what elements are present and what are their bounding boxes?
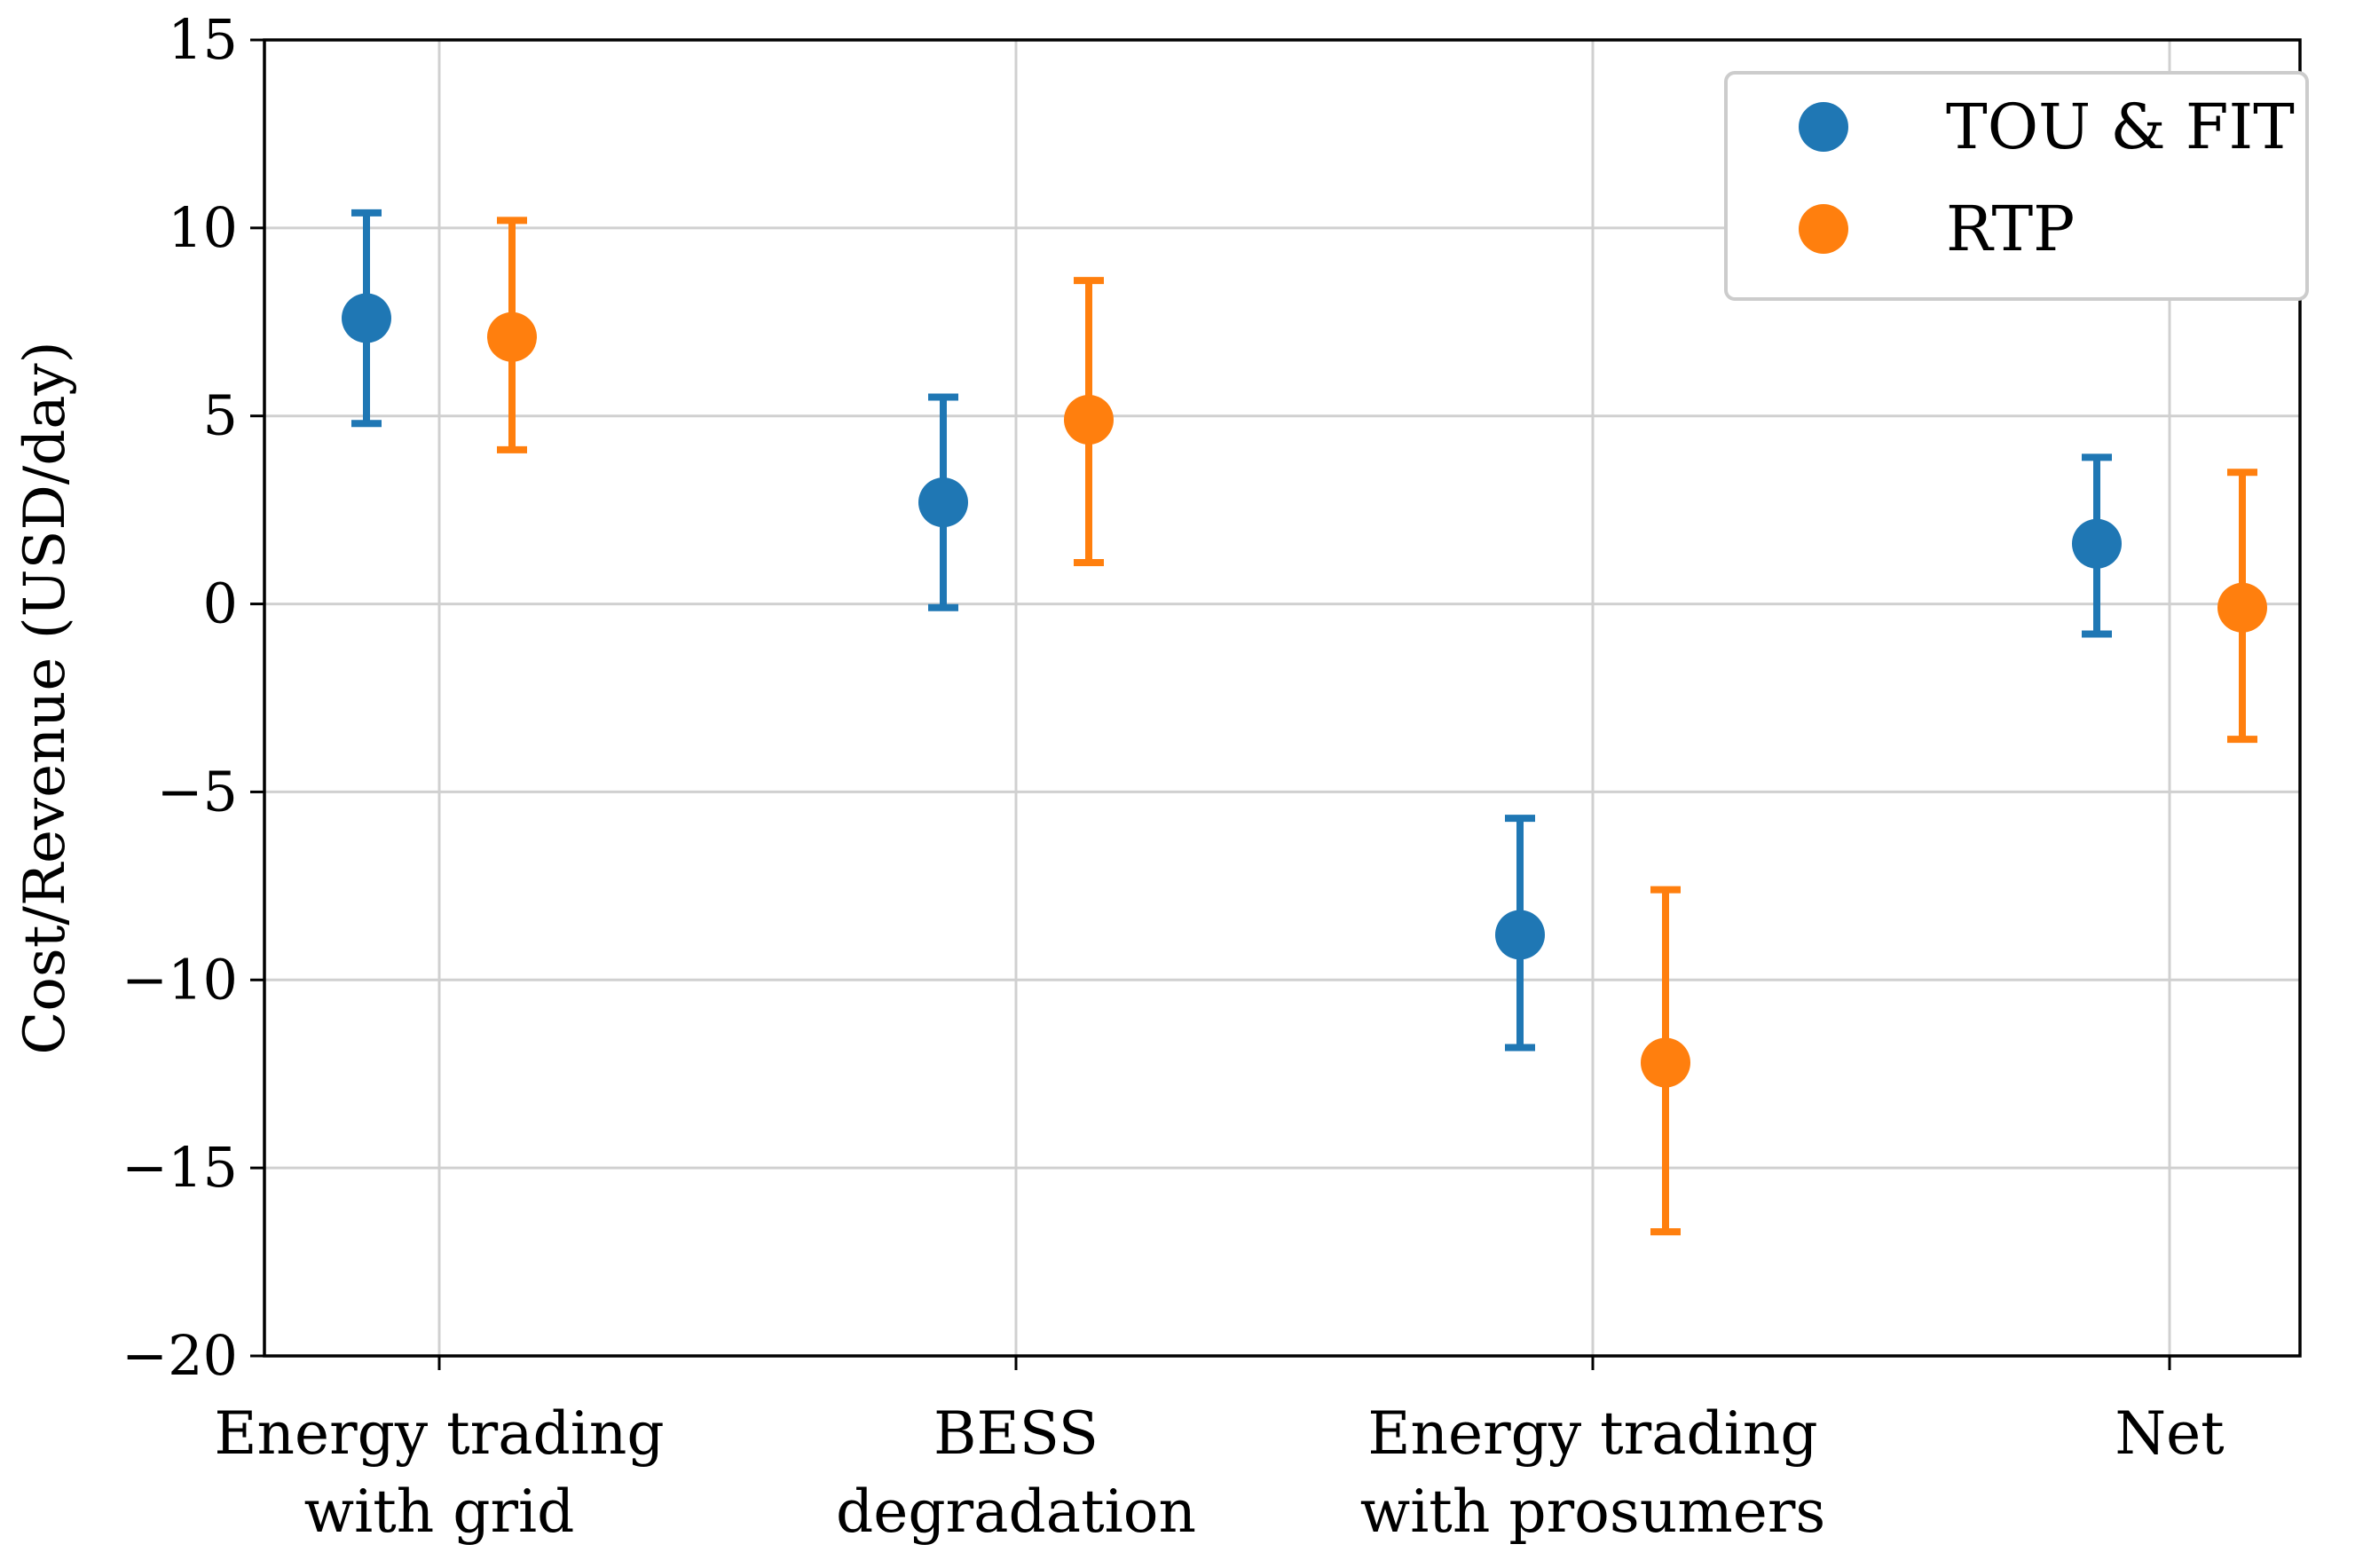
x-tick-label: degradation [836,1477,1196,1546]
x-axis-ticks: Energy trading with grid BESS degradation En… [214,1356,2225,1546]
legend: TOU & FIT RTP [1724,71,2309,301]
data-point [487,311,537,362]
y-axis-ticks: 15 10 5 0 −5 −10 −15 −20 [122,7,264,1388]
x-tick-label: with grid [304,1477,575,1546]
legend-box [1724,71,2309,301]
data-point [2217,582,2267,633]
y-tick-label: −15 [122,1135,238,1200]
y-tick-label: −10 [122,947,238,1012]
data-point [918,477,968,528]
data-marks [342,209,2267,1236]
y-tick-label: 15 [168,7,238,72]
axes [263,38,2302,1358]
x-tick-label: Energy trading [214,1399,664,1468]
data-point [342,293,391,343]
x-tick-label: Net [2115,1399,2224,1468]
y-axis-label: Cost/Revenue (USD/day) [12,341,78,1054]
data-point [1064,394,1114,445]
y-tick-label: −20 [122,1323,238,1388]
x-tick-label: BESS [933,1399,1099,1468]
legend-marker [1799,102,1848,152]
data-point [2072,518,2122,569]
x-tick-label: Energy trading [1367,1399,1817,1468]
legend-label: RTP [1946,193,2075,265]
y-tick-label: 0 [203,571,238,636]
plot-frame [263,38,2302,1358]
data-point [1641,1037,1690,1088]
y-tick-label: −5 [157,759,238,823]
y-tick-label: 10 [168,195,238,260]
legend-label: TOU & FIT [1946,91,2295,163]
y-tick-label: 5 [203,383,238,448]
legend-marker [1799,204,1848,254]
data-point [1495,910,1545,960]
x-tick-label: with prosumers [1360,1477,1826,1546]
